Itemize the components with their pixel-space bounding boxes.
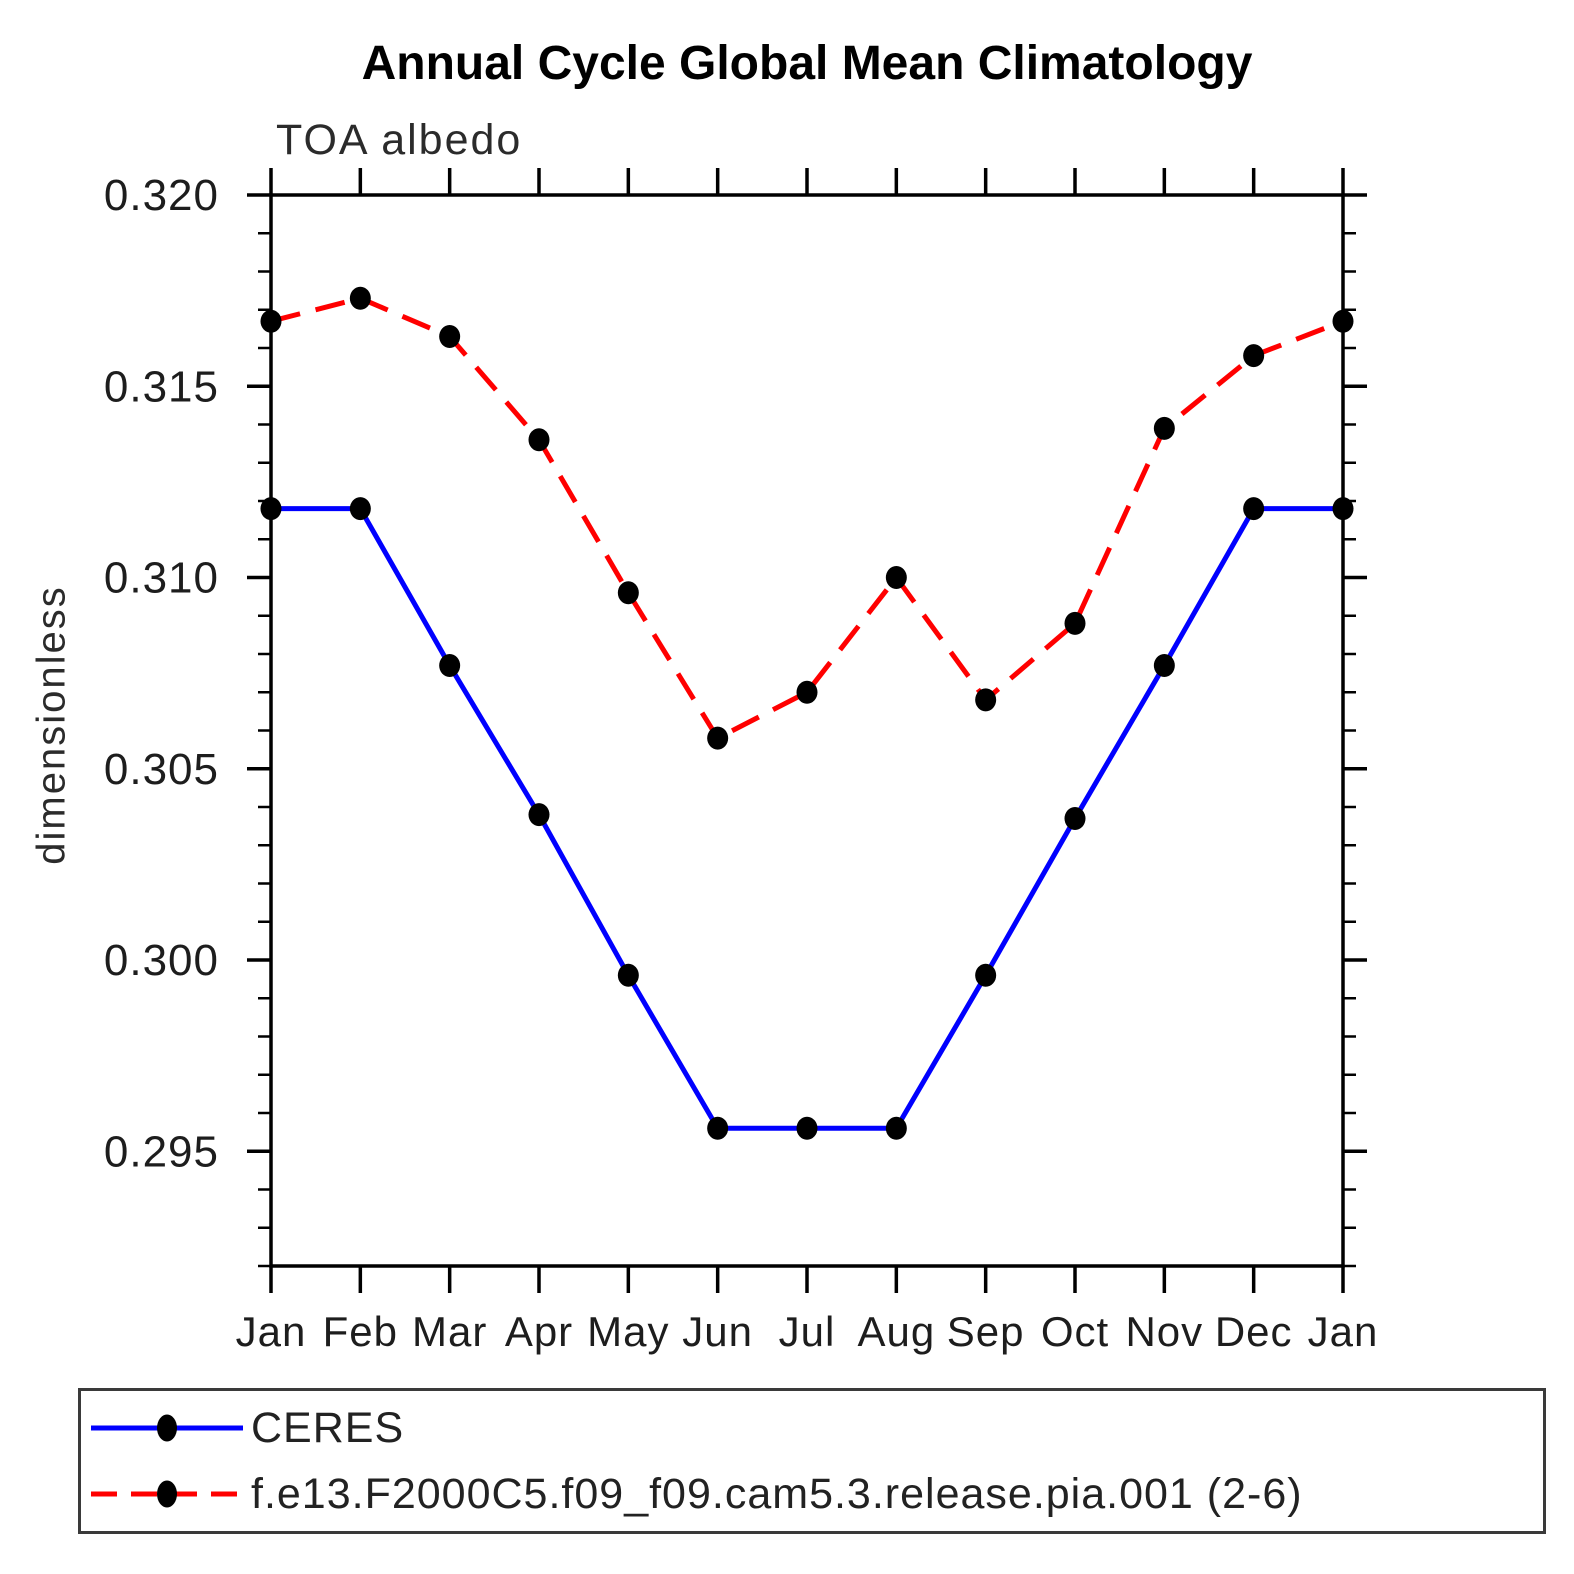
- series-marker-f-e13-f2000c5-f09-f09-cam5-3-9: [1064, 611, 1086, 635]
- series-marker-ceres-10: [1153, 653, 1175, 677]
- x-axis-tick-label: Apr: [505, 1308, 573, 1355]
- series-marker-f-e13-f2000c5-f09-f09-cam5-3-11: [1243, 344, 1265, 368]
- series-marker-f-e13-f2000c5-f09-f09-cam5-3-2: [439, 325, 461, 349]
- chart-subtitle: TOA albedo: [276, 116, 523, 164]
- series-marker-ceres-3: [528, 803, 550, 827]
- series-marker-ceres-6: [796, 1116, 818, 1140]
- series-marker-f-e13-f2000c5-f09-f09-cam5-3-3: [528, 428, 550, 452]
- series-marker-f-e13-f2000c5-f09-f09-cam5-3-1: [349, 286, 371, 310]
- x-axis-tick-label: Dec: [1215, 1308, 1293, 1355]
- series-marker-f-e13-f2000c5-f09-f09-cam5-3-8: [975, 688, 997, 712]
- series-marker-f-e13-f2000c5-f09-f09-cam5-3-5: [707, 726, 729, 750]
- legend-item-ceres: CERES: [87, 1400, 1537, 1456]
- y-axis-tick-label: 0.320: [104, 171, 219, 220]
- x-axis-tick-label: May: [587, 1308, 669, 1355]
- x-axis-tick-label: Sep: [947, 1308, 1025, 1355]
- legend-line-sample: [91, 1480, 243, 1508]
- legend-item-f-e13-f2000c5-f09-f09-cam5-3: f.e13.F2000C5.f09_f09.cam5.3.release.pia…: [87, 1466, 1537, 1522]
- x-axis-tick-label: Jun: [682, 1308, 753, 1355]
- x-axis-tick-label: Jul: [779, 1308, 836, 1355]
- y-axis-tick-label: 0.310: [104, 554, 219, 603]
- series-line-ceres: [271, 506, 1343, 1131]
- x-axis-tick-label: Oct: [1041, 1308, 1109, 1355]
- series-marker-ceres-8: [975, 963, 997, 987]
- series-marker-ceres-2: [439, 653, 461, 677]
- series-marker-f-e13-f2000c5-f09-f09-cam5-3-10: [1153, 416, 1175, 440]
- y-axis-tick-label: 0.315: [104, 362, 219, 411]
- series-marker-ceres-12: [1332, 497, 1354, 521]
- series-marker-ceres-4: [617, 963, 639, 987]
- series-marker-ceres-7: [885, 1116, 907, 1140]
- legend-marker-icon: [157, 1480, 177, 1508]
- y-axis-tick-label: 0.305: [104, 745, 219, 794]
- x-axis-tick-label: Nov: [1125, 1308, 1203, 1355]
- y-axis-tick-label: 0.300: [104, 936, 219, 985]
- x-axis-tick-label: Mar: [412, 1308, 487, 1355]
- series-marker-ceres-9: [1064, 806, 1086, 830]
- series-marker-f-e13-f2000c5-f09-f09-cam5-3-7: [885, 566, 907, 589]
- series-marker-ceres-5: [707, 1116, 729, 1140]
- x-axis-tick-label: Jan: [1308, 1308, 1379, 1355]
- series-marker-f-e13-f2000c5-f09-f09-cam5-3-4: [617, 581, 639, 605]
- series-marker-ceres-0: [260, 497, 282, 521]
- legend-label: CERES: [251, 1403, 405, 1452]
- series-marker-f-e13-f2000c5-f09-f09-cam5-3-12: [1332, 309, 1354, 333]
- page-title: Annual Cycle Global Mean Climatology: [361, 37, 1253, 90]
- series-marker-f-e13-f2000c5-f09-f09-cam5-3-6: [796, 680, 818, 704]
- y-axis-tick-label: 0.295: [104, 1127, 219, 1176]
- series-marker-f-e13-f2000c5-f09-f09-cam5-3-0: [260, 309, 282, 333]
- legend-marker-icon: [157, 1414, 177, 1442]
- series-marker-ceres-11: [1243, 497, 1265, 521]
- x-axis-tick-label: Aug: [857, 1308, 935, 1355]
- plot-frame: [269, 193, 1345, 1268]
- legend-label: f.e13.F2000C5.f09_f09.cam5.3.release.pia…: [251, 1469, 1303, 1518]
- legend-line-sample: [91, 1414, 243, 1442]
- series-line-f-e13-f2000c5-f09-f09-cam5-3: [270, 295, 1344, 742]
- x-axis-tick-label: Feb: [323, 1308, 398, 1355]
- x-axis-tick-label: Jan: [236, 1308, 307, 1355]
- legend-box: CERES f.e13.F2000C5.f09_f09.cam5.3.releas…: [78, 1388, 1546, 1534]
- series-marker-ceres-1: [349, 497, 371, 521]
